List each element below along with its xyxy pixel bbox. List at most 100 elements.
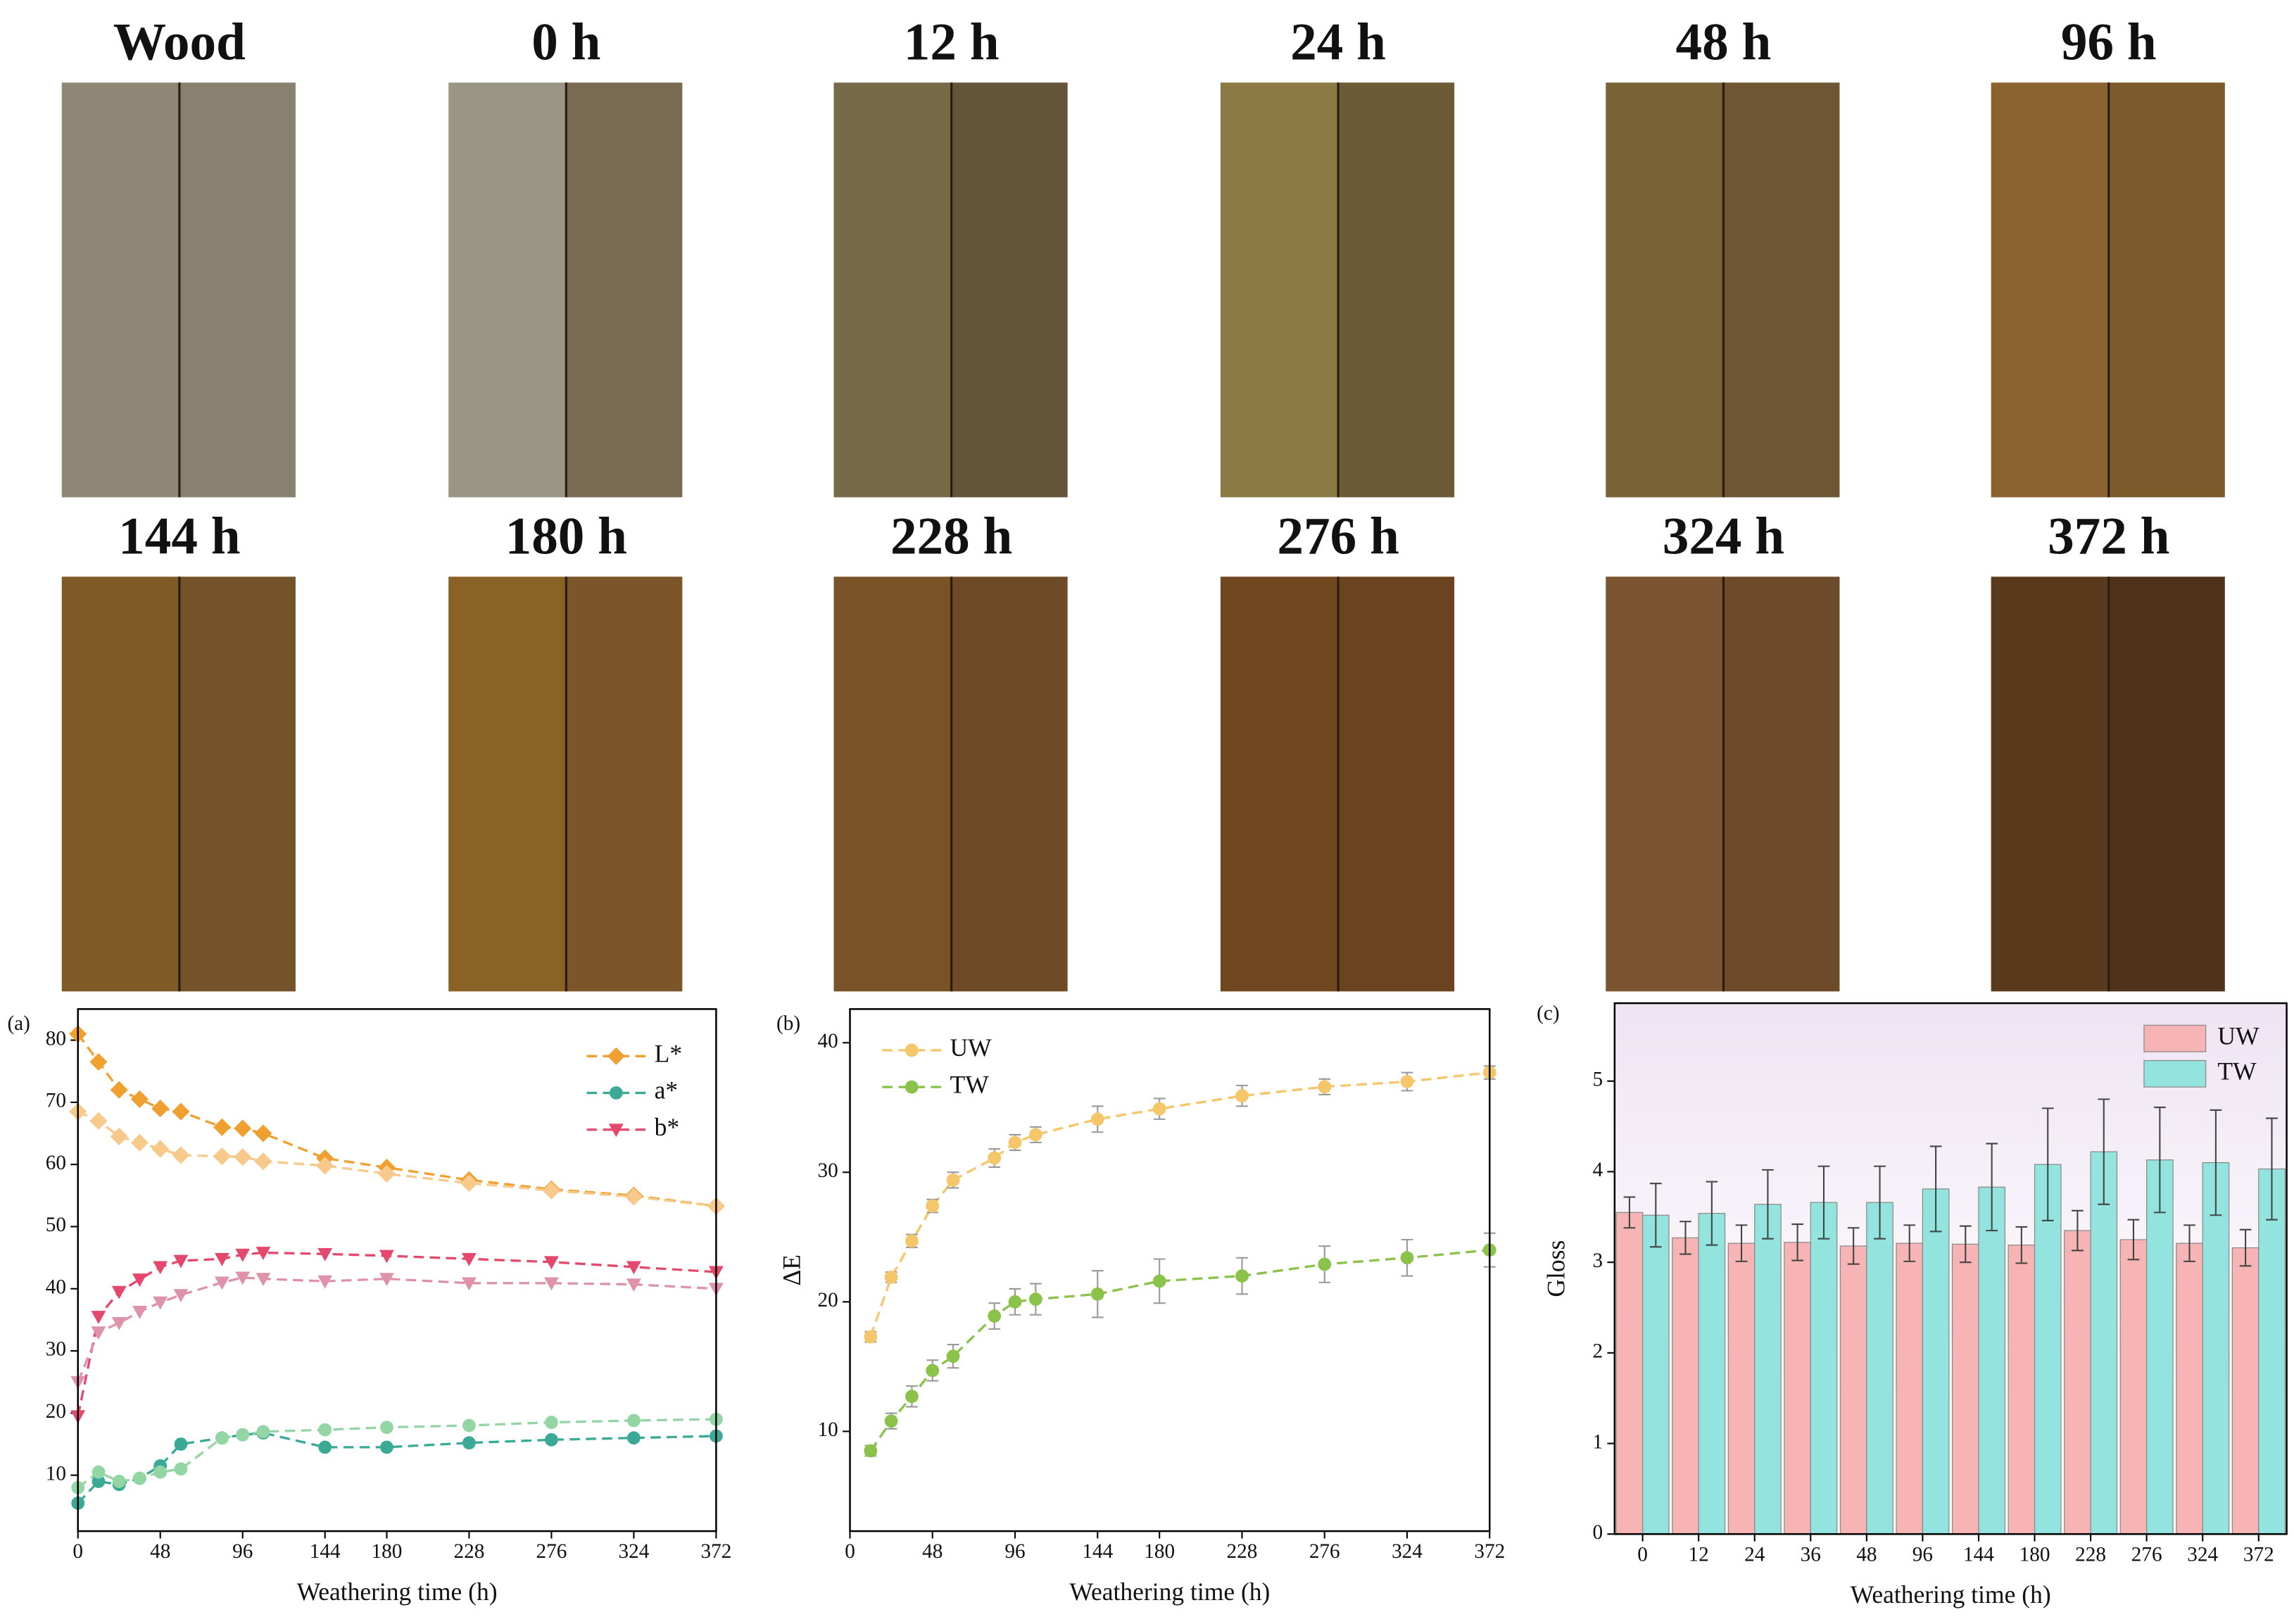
y-tick-label: 2	[1592, 1340, 1603, 1363]
photo-label: 324 h	[1663, 507, 1784, 565]
marker	[317, 1275, 333, 1289]
marker	[1235, 1269, 1249, 1283]
bar	[2119, 1239, 2148, 1535]
marker	[461, 1277, 477, 1291]
marker	[926, 1199, 940, 1213]
y-tick-label: 40	[818, 1030, 838, 1052]
marker	[111, 1285, 127, 1299]
bar	[1784, 1242, 1811, 1535]
marker	[545, 1433, 558, 1447]
marker	[317, 1247, 333, 1261]
y-tick-label: 0	[1592, 1521, 1603, 1544]
error-bar	[1903, 1224, 1916, 1262]
y-tick-label: 4	[1592, 1159, 1603, 1181]
marker	[379, 1250, 394, 1264]
marker	[130, 1090, 149, 1108]
photo-label: 12 h	[904, 13, 1000, 71]
marker	[234, 1119, 252, 1138]
legend-text: a*	[655, 1076, 679, 1104]
wood-left	[1220, 82, 1339, 498]
marker	[153, 1465, 168, 1479]
series-line	[869, 1249, 1490, 1452]
marker	[988, 1151, 1002, 1165]
marker	[926, 1364, 940, 1378]
y-tick-label: 50	[46, 1214, 66, 1236]
legend-marker	[609, 1086, 623, 1100]
marker	[379, 1273, 394, 1287]
wood-right	[566, 82, 683, 498]
x-tick-label: 276	[1309, 1540, 1340, 1563]
y-axis-label: ΔE	[777, 1254, 805, 1286]
photo-label: 0 h	[531, 13, 600, 71]
marker	[215, 1253, 229, 1266]
bar	[1754, 1204, 1782, 1535]
bar	[1810, 1202, 1838, 1535]
legend-swatch	[2143, 1059, 2207, 1088]
plot-frame	[849, 1008, 1491, 1532]
x-tick-label: 324	[2187, 1543, 2218, 1566]
marker	[460, 1174, 478, 1192]
marker	[946, 1173, 960, 1187]
wood-left	[1606, 82, 1724, 498]
bar	[2231, 1247, 2260, 1535]
series-line	[77, 1110, 717, 1207]
marker	[215, 1276, 229, 1290]
marker	[92, 1465, 106, 1479]
marker	[254, 1152, 272, 1171]
x-tick-label: 276	[2131, 1543, 2162, 1566]
legend-text: b*	[655, 1113, 680, 1141]
error-bar	[1791, 1223, 1803, 1261]
y-tick-label: 10	[46, 1462, 66, 1485]
panel-label: (a)	[7, 1012, 30, 1035]
marker	[236, 1428, 250, 1442]
y-axis-label: Gloss	[1542, 1240, 1570, 1297]
photo-label: 180 h	[505, 507, 627, 565]
wood-left	[1606, 577, 1724, 992]
y-tick-label: 20	[818, 1289, 838, 1311]
wood-right	[1723, 577, 1840, 992]
error-bar	[1817, 1165, 1830, 1240]
error-bar	[1762, 1169, 1774, 1240]
marker	[380, 1421, 393, 1435]
bar	[1866, 1202, 1893, 1535]
x-tick-label: 372	[1474, 1540, 1505, 1563]
marker	[462, 1436, 476, 1450]
marker	[91, 1326, 106, 1340]
marker	[130, 1133, 149, 1152]
photo-label: 144 h	[118, 507, 240, 565]
photo-label: Wood	[113, 13, 246, 71]
marker	[316, 1157, 334, 1175]
bar	[1641, 1214, 1670, 1535]
marker	[153, 1261, 168, 1275]
wood-right	[951, 577, 1068, 992]
x-tick-label: 324	[1392, 1540, 1423, 1563]
error-bar	[1735, 1224, 1748, 1262]
series-line	[77, 1276, 717, 1383]
marker	[89, 1112, 108, 1130]
panel-label: (c)	[1537, 1002, 1559, 1024]
y-tick-label: 60	[46, 1152, 66, 1174]
marker	[905, 1390, 919, 1404]
legend-marker	[905, 1043, 919, 1057]
y-tick-label: 30	[46, 1338, 66, 1361]
marker	[884, 1270, 898, 1284]
y-tick-label: 80	[46, 1027, 66, 1050]
series-line	[869, 1071, 1490, 1337]
bar	[1672, 1237, 1699, 1535]
x-tick-label: 24	[1744, 1543, 1765, 1566]
marker	[151, 1140, 170, 1158]
bar	[1978, 1186, 2005, 1535]
legend-text: L*	[655, 1039, 682, 1067]
marker	[256, 1425, 270, 1439]
marker	[173, 1254, 189, 1269]
marker	[543, 1256, 559, 1270]
marker	[1152, 1102, 1166, 1116]
error-bar	[1649, 1183, 1662, 1248]
error-bar	[1959, 1225, 1972, 1264]
bar	[1922, 1188, 1950, 1535]
bar	[2034, 1164, 2062, 1535]
photo-label: 276 h	[1277, 507, 1399, 565]
wood-right	[1338, 577, 1455, 992]
marker	[132, 1306, 147, 1319]
